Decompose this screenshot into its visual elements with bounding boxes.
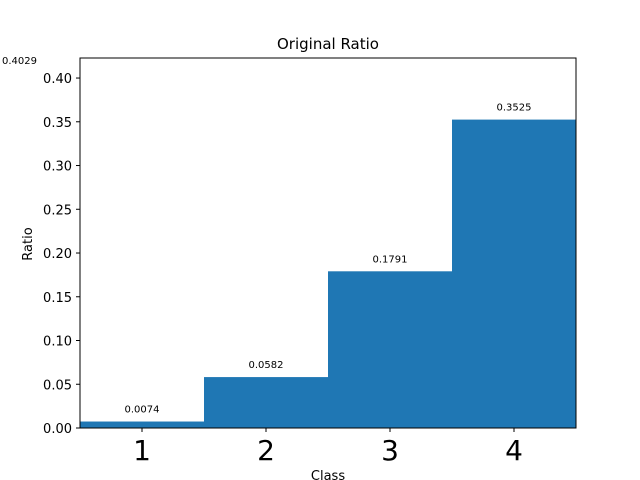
x-tick-label: 1 [133,434,151,467]
y-axis: 0.00 0.05 0.10 0.15 0.20 0.25 0.30 0.35 0.40 [43,72,80,437]
bar-value-label: 0.0074 [125,405,160,416]
y-tick-label: 0.00 [43,422,72,437]
y-tick-label: 0.10 [43,335,72,350]
bar-class-4 [452,119,576,429]
bar-value-label: 0.1791 [373,254,408,265]
bar-labels-group: 0.0074 0.0582 0.1791 0.3525 [125,103,532,416]
bar-class-1 [80,421,204,428]
y-tick-label: 0.25 [43,203,72,218]
y-tick-label: 0.30 [43,160,72,175]
x-tick-label: 2 [257,434,275,467]
y-axis-title: Ratio [21,227,36,260]
x-tick-label: 4 [505,434,523,467]
y-tick-label: 0.40 [43,72,72,87]
bar-value-label: 0.3525 [497,103,532,114]
y-tick-label: 0.20 [43,247,72,262]
x-tick-label: 3 [381,434,399,467]
corner-note: 0.4029 [2,56,37,67]
plot-frame [79,57,577,429]
bar-value-label: 0.0582 [249,360,284,371]
x-axis: 1 2 3 4 [133,428,523,467]
bar-class-2 [204,377,328,428]
y-tick-label: 0.15 [43,291,72,306]
chart-title: Original Ratio [277,35,379,53]
y-tick-label: 0.05 [43,378,72,393]
y-tick-label: 0.35 [43,116,72,131]
x-axis-title: Class [311,469,345,480]
bar-class-3 [328,271,452,428]
bars-group [80,119,576,429]
